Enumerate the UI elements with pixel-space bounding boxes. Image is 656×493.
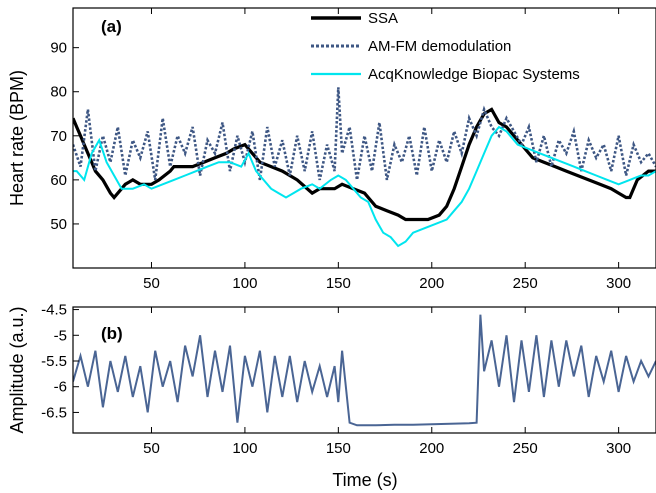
x-tick-label: 100 — [232, 275, 257, 292]
series-line-a-2 — [73, 87, 656, 181]
series-line-a-3 — [73, 125, 656, 248]
plot-frame-a — [72, 7, 656, 269]
x-tick-label: 250 — [513, 440, 538, 457]
x-tick-label: 150 — [326, 440, 351, 457]
y-axis-label-b: Amplitude (a.u.) — [7, 306, 27, 433]
y-tick-label: 70 — [50, 128, 67, 145]
x-tick-label: 200 — [419, 275, 444, 292]
x-tick-label: 50 — [143, 275, 160, 292]
y-tick-label: -5.5 — [41, 353, 67, 370]
y-tick-label: -6.5 — [41, 404, 67, 421]
y-tick-label: -6 — [54, 379, 67, 396]
series-line-b-1 — [73, 314, 656, 427]
y-tick-label: -5 — [54, 327, 67, 344]
panel-label-a: (a) — [101, 17, 122, 36]
x-tick-label: 300 — [606, 440, 631, 457]
x-tick-label: 300 — [606, 275, 631, 292]
x-tick-label: 100 — [232, 440, 257, 457]
panel-a: 50 100 150 200 250 300 50 60 70 80 90 Heart rate (B… — [7, 7, 656, 292]
panel-label-b: (b) — [101, 324, 123, 343]
x-axis-label: Time (s) — [332, 470, 397, 490]
legend-label-1: SSA — [368, 10, 398, 27]
panel-b: 50 100 150 200 250 300 -4.5 -5 -5.5 -6 -6.5 Amplitu… — [7, 302, 656, 457]
y-tick-label: 60 — [50, 172, 67, 189]
y-tick-label: 50 — [50, 216, 67, 233]
x-tick-label: 150 — [326, 275, 351, 292]
legend-label-3: AcqKnowledge Biopac Systems — [368, 66, 580, 83]
x-tick-label: 250 — [513, 275, 538, 292]
legend-label-2: AM-FM demodulation — [368, 38, 511, 55]
y-axis-label-a: Heart rate (BPM) — [7, 70, 27, 206]
x-tick-label: 50 — [143, 440, 160, 457]
x-tick-label: 200 — [419, 440, 444, 457]
y-tick-label: 90 — [50, 40, 67, 57]
legend: SSA AM-FM demodulation AcqKnowledge Biopac… — [311, 10, 580, 83]
y-tick-label: -4.5 — [41, 302, 67, 319]
y-tick-label: 80 — [50, 84, 67, 101]
plot-frame-b — [72, 306, 656, 434]
